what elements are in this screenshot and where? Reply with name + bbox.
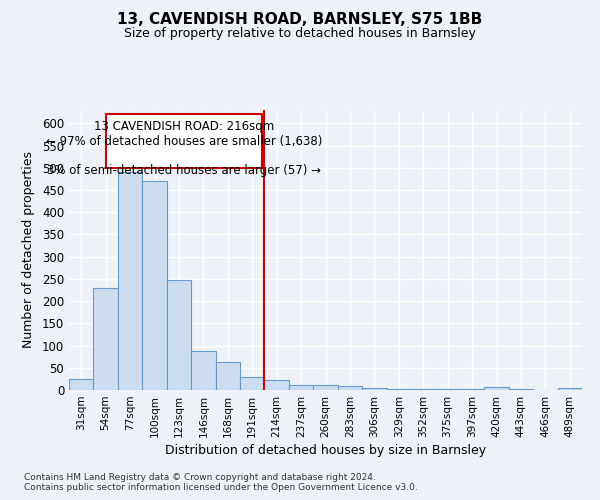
Text: 3% of semi-detached houses are larger (57) →: 3% of semi-detached houses are larger (5… — [47, 164, 321, 177]
Bar — [313, 385, 338, 390]
Bar — [167, 280, 191, 390]
Bar — [289, 384, 313, 390]
Bar — [215, 362, 240, 390]
Text: 13, CAVENDISH ROAD, BARNSLEY, S75 1BB: 13, CAVENDISH ROAD, BARNSLEY, S75 1BB — [118, 12, 482, 28]
Bar — [118, 172, 142, 390]
Bar — [509, 389, 533, 390]
Bar — [94, 288, 118, 390]
Text: Size of property relative to detached houses in Barnsley: Size of property relative to detached ho… — [124, 28, 476, 40]
Text: 13 CAVENDISH ROAD: 216sqm: 13 CAVENDISH ROAD: 216sqm — [94, 120, 274, 133]
Text: Contains HM Land Registry data © Crown copyright and database right 2024.
Contai: Contains HM Land Registry data © Crown c… — [24, 473, 418, 492]
Bar — [411, 389, 436, 390]
Text: ← 97% of detached houses are smaller (1,638): ← 97% of detached houses are smaller (1,… — [46, 135, 322, 148]
Bar — [240, 376, 265, 390]
X-axis label: Distribution of detached houses by size in Barnsley: Distribution of detached houses by size … — [165, 444, 486, 457]
FancyBboxPatch shape — [106, 114, 262, 168]
Bar — [265, 380, 289, 390]
Bar — [484, 388, 509, 390]
Bar — [338, 386, 362, 390]
Y-axis label: Number of detached properties: Number of detached properties — [22, 152, 35, 348]
Bar — [142, 181, 167, 390]
Bar — [69, 379, 94, 390]
Bar — [191, 351, 215, 390]
Bar — [436, 389, 460, 390]
Bar — [386, 388, 411, 390]
Bar — [460, 389, 484, 390]
Bar — [557, 388, 582, 390]
Bar — [362, 388, 386, 390]
